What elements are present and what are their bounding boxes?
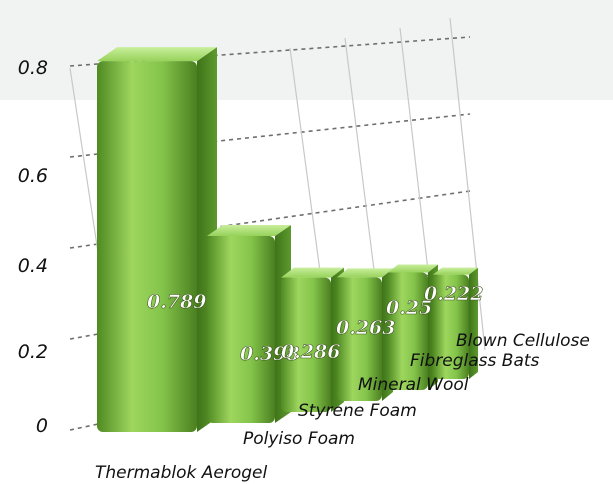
data-label: 0.286 <box>281 341 341 363</box>
bar <box>337 277 382 401</box>
bar <box>281 277 331 412</box>
bar-side <box>469 267 478 379</box>
data-label: 0.25 <box>386 297 432 319</box>
category-label: Thermablok Aerogel <box>95 463 267 483</box>
y-tick-label: 0.4 <box>18 255 48 277</box>
bar-top <box>97 47 217 62</box>
data-label: 0.263 <box>336 317 396 339</box>
bar <box>97 61 197 433</box>
category-label: Styrene Foam <box>298 401 417 421</box>
category-label: Blown Cellulose <box>456 331 590 351</box>
bar-top <box>281 267 344 278</box>
bar-top <box>433 267 478 275</box>
category-labels: Thermablok Aerogel Polyiso Foam Styrene Fo… <box>95 331 590 483</box>
y-tick-label: 0.6 <box>18 165 48 187</box>
category-label: Mineral Wool <box>358 375 469 395</box>
bar-top <box>337 268 393 278</box>
y-tick-label: 0.8 <box>18 57 48 79</box>
data-label: 0.789 <box>147 291 207 313</box>
data-label: 0.398 <box>240 343 300 365</box>
bar <box>207 235 275 423</box>
bar <box>388 272 428 390</box>
bar-top <box>388 264 438 273</box>
category-label: Fibreglass Bats <box>410 351 540 371</box>
gridline-v <box>449 17 486 351</box>
bars <box>97 47 478 433</box>
bar-top <box>207 224 291 236</box>
y-tick-label: 0.2 <box>18 341 48 363</box>
data-label: 0.222 <box>424 283 484 305</box>
bar <box>433 274 469 379</box>
category-label: Polyiso Foam <box>243 429 355 449</box>
y-axis: 0 0.2 0.4 0.6 0.8 <box>18 57 48 437</box>
y-tick-label: 0 <box>36 415 48 437</box>
